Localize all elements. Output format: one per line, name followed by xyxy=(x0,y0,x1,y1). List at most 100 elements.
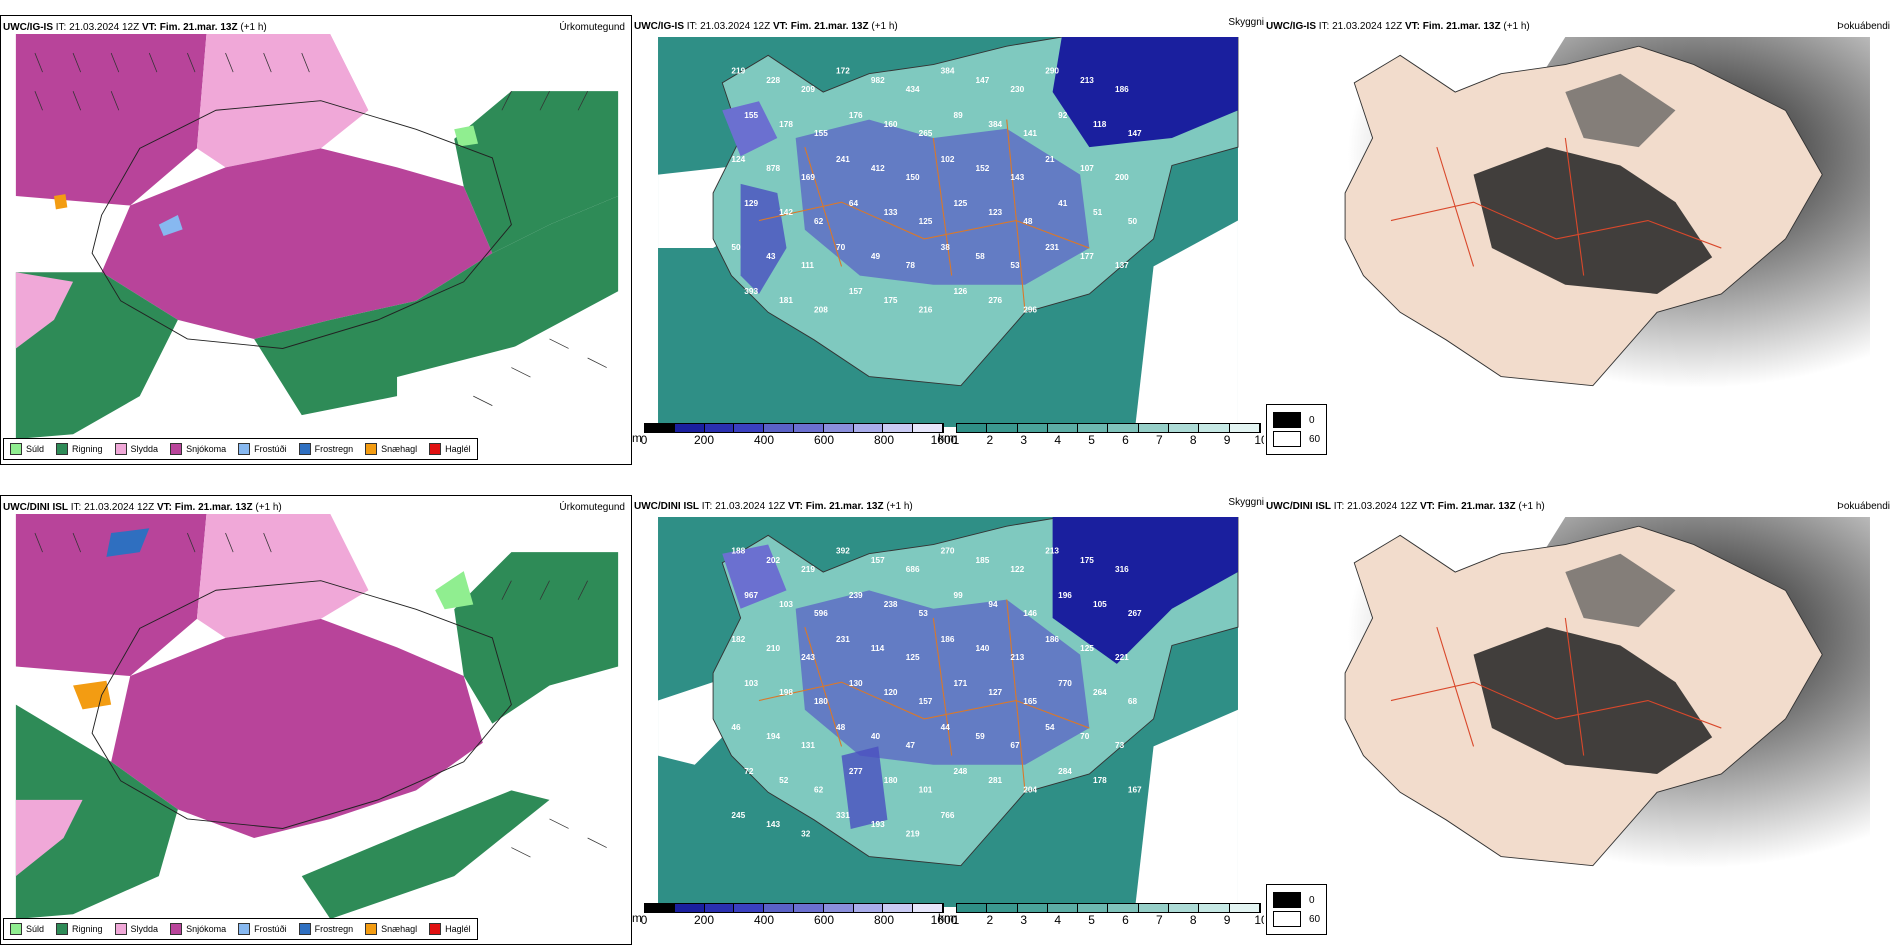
cloud-base-value: 982 xyxy=(871,76,885,85)
cloud-base-value: 230 xyxy=(1010,85,1024,94)
cloud-base-colorbar-km: km 1 2 3 4 5 6 7 8 9 10 xyxy=(938,903,1264,927)
panel-title: UWC/IG-IS IT: 21.03.2024 12Z VT: Fim. 21… xyxy=(634,21,898,32)
colorbar-tick-label: 7 xyxy=(1155,913,1163,927)
cloud-base-value: 38 xyxy=(941,243,951,252)
colorbar-tick-label: 1000 xyxy=(930,433,958,447)
cloud-base-value: 21 xyxy=(1045,155,1055,164)
colorbar-tick-label: 8 xyxy=(1189,913,1197,927)
cloud-base-colorbar-m: m 0 200 400 600 800 1000 xyxy=(632,903,957,927)
colorbar-tick-label: 1000 xyxy=(930,913,958,927)
colorbar-tick-label: 1 xyxy=(952,913,960,927)
colorbar-tick-label: 6 xyxy=(1122,433,1129,447)
cloud-base-value: 152 xyxy=(976,164,990,173)
colorbar-tick-label: 4 xyxy=(1054,433,1061,447)
cloud-base-value: 167 xyxy=(1128,785,1142,794)
cloud-base-value: 143 xyxy=(766,820,780,829)
panel-title: UWC/DINI ISL IT: 21.03.2024 12Z VT: Fim.… xyxy=(1266,501,1545,512)
cloud-base-value: 133 xyxy=(884,208,898,217)
cloud-base-colorbar-km: km 1 2 3 4 5 6 7 8 9 10 xyxy=(938,423,1264,447)
cloud-base-value: 64 xyxy=(849,199,859,208)
cloud-base-value: 231 xyxy=(1045,243,1059,252)
cloud-base-value: 216 xyxy=(919,305,933,314)
cloud-base-value: 50 xyxy=(731,243,741,252)
colorbar-tick-label: 2 xyxy=(986,433,994,447)
cloud-base-value: 89 xyxy=(954,111,964,120)
cloud-base-value: 316 xyxy=(1115,565,1129,574)
cloud-base-value: 48 xyxy=(836,723,846,732)
cloud-base-value: 331 xyxy=(836,811,850,820)
cloud-base-value: 67 xyxy=(1010,741,1020,750)
cloud-base-value: 176 xyxy=(849,111,863,120)
legend-item: Súld xyxy=(10,443,44,455)
cloud-base-value: 125 xyxy=(1080,644,1094,653)
colorbar-tick-label: 3 xyxy=(1020,433,1028,447)
cloud-base-value: 51 xyxy=(1093,208,1103,217)
cloud-base-value: 171 xyxy=(954,679,968,688)
cloud-base-value: 264 xyxy=(1093,688,1107,697)
cloud-base-value: 111 xyxy=(801,261,814,270)
cloud-base-value: 194 xyxy=(766,732,780,741)
cloud-base-value: 68 xyxy=(1128,697,1138,706)
legend-item: Frostregn xyxy=(298,443,353,455)
cloud-base-value: 127 xyxy=(988,688,1002,697)
colorbar-tick-label: 3 xyxy=(1020,913,1028,927)
cloud-base-value: 47 xyxy=(906,741,916,750)
cloud-base-value: 155 xyxy=(744,111,758,120)
colorbar-tick-label: 0 xyxy=(640,913,648,927)
cloud-base-value: 165 xyxy=(1023,697,1037,706)
cloud-base-value: 185 xyxy=(976,556,990,565)
cloud-base-value: 103 xyxy=(779,600,793,609)
cloud-base-value: 53 xyxy=(919,609,929,618)
legend-item: Súld xyxy=(10,923,44,935)
cloud-base-value: 157 xyxy=(919,697,933,706)
legend-item: Snæhagl xyxy=(365,443,417,455)
cloud-base-value: 198 xyxy=(779,688,793,697)
cloud-base-value: 204 xyxy=(1023,785,1037,794)
precip-type-panel-row1: UWC/IG-IS IT: 21.03.2024 12Z VT: Fim. 21… xyxy=(0,15,632,465)
cloud-base-value: 213 xyxy=(1010,653,1024,662)
cloud-base-value: 59 xyxy=(976,732,986,741)
precip-type-map xyxy=(15,34,619,439)
cloud-base-value: 102 xyxy=(941,155,955,164)
precip-type-map xyxy=(15,514,619,919)
colorbar-tick-label: 5 xyxy=(1088,913,1095,927)
colorbar-tick-label: 0 xyxy=(640,433,648,447)
cloud-base-map: 219 228 209 172 982 434 384 147 230 290 213 186 155 1… xyxy=(658,37,1239,427)
cloud-base-value: 46 xyxy=(731,723,741,732)
colorbar-tick-label: 9 xyxy=(1223,433,1231,447)
colorbar-tick-label: 5 xyxy=(1088,433,1095,447)
colorbar-unit: km xyxy=(938,431,954,445)
cloud-base-value: 157 xyxy=(871,556,885,565)
cloud-base-value: 141 xyxy=(1023,129,1037,138)
cloud-base-value: 188 xyxy=(731,547,745,556)
cloud-base-value: 32 xyxy=(801,829,811,838)
panel-variable-label: Úrkomutegund xyxy=(559,502,625,513)
cloud-base-value: 78 xyxy=(906,261,916,270)
cloud-base-value: 210 xyxy=(766,644,780,653)
cloud-base-value-labels: 1882022193921576862701851222131753169671… xyxy=(731,547,1142,839)
cloud-base-value: 48 xyxy=(1023,217,1033,226)
cloud-base-value: 181 xyxy=(779,296,793,305)
colorbar-tick-label: 6 xyxy=(1122,913,1129,927)
cloud-base-value: 94 xyxy=(988,600,998,609)
cloud-base-value: 265 xyxy=(919,129,933,138)
cloud-base-value: 219 xyxy=(906,829,920,838)
legend-item: Snjókoma xyxy=(170,923,226,935)
cloud-base-value: 125 xyxy=(906,653,920,662)
cloud-base-value: 412 xyxy=(871,164,885,173)
cloud-base-value: 105 xyxy=(1093,600,1107,609)
panel-variable-label: Þokuábendi xyxy=(1837,21,1890,32)
colorbar-unit: km xyxy=(938,911,954,925)
cloud-base-value: 175 xyxy=(1080,556,1094,565)
panel-variable-label: Úrkomutegund xyxy=(559,22,625,33)
colorbar-tick-label: 400 xyxy=(753,913,775,927)
cloud-base-value: 208 xyxy=(814,305,828,314)
cloud-base-value: 130 xyxy=(849,679,863,688)
cloud-base-value: 384 xyxy=(941,67,955,76)
colorbar-tick-label: 400 xyxy=(753,433,775,447)
legend-item: Frostúði xyxy=(238,443,287,455)
cloud-base-value: 103 xyxy=(744,679,758,688)
cloud-base-value: 44 xyxy=(941,723,951,732)
legend-item: Frostregn xyxy=(298,923,353,935)
cloud-base-value: 221 xyxy=(1115,653,1129,662)
